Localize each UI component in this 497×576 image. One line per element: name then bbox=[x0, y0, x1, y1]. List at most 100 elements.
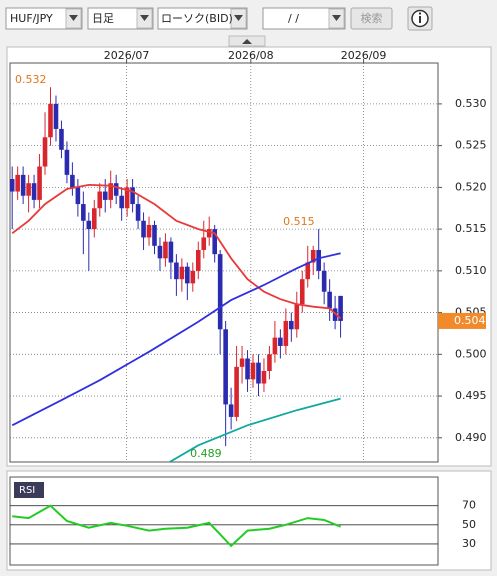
candle-body bbox=[272, 337, 278, 355]
y-tick-label: 50 bbox=[462, 518, 476, 531]
period: 日足 bbox=[92, 12, 114, 25]
candle-body bbox=[108, 183, 114, 200]
candle-body bbox=[81, 204, 86, 221]
candle-body bbox=[299, 279, 305, 305]
moving-average-line bbox=[11, 252, 341, 427]
candle-body bbox=[163, 241, 168, 259]
candle-body bbox=[283, 320, 289, 346]
candle-body bbox=[201, 237, 207, 250]
y-tick-label: 0.500 bbox=[455, 347, 487, 360]
rsi-plot bbox=[9, 476, 439, 566]
main-chart: 0.4900.4950.5000.5050.5100.5150.5200.525… bbox=[10, 49, 487, 462]
candle-body bbox=[26, 183, 31, 196]
candle-body bbox=[174, 262, 179, 280]
candle-body bbox=[102, 191, 108, 200]
symbol-select[interactable]: HUF/JPY bbox=[5, 7, 83, 30]
candle-body bbox=[53, 103, 59, 129]
candle-body bbox=[234, 366, 239, 417]
candle-body bbox=[168, 241, 174, 263]
y-tick-label: 0.525 bbox=[455, 139, 487, 152]
candle-body bbox=[86, 220, 92, 230]
candle-body bbox=[212, 229, 217, 255]
candle-body bbox=[152, 224, 157, 246]
y-tick-label: 70 bbox=[462, 499, 476, 512]
annotation: 0.489 bbox=[190, 447, 222, 460]
x-tick-label: 2026/07 bbox=[104, 49, 150, 62]
candle-body bbox=[289, 320, 294, 330]
candle-body bbox=[338, 295, 343, 321]
date: / / bbox=[288, 12, 299, 25]
y-tick-label: 0.510 bbox=[455, 264, 487, 277]
candle-body bbox=[327, 291, 332, 309]
candle-body bbox=[294, 304, 300, 330]
candle-body bbox=[223, 329, 228, 405]
rsi-chart: 70 50 30 RSI bbox=[10, 482, 476, 550]
candle-body bbox=[185, 266, 190, 284]
candle-body bbox=[97, 191, 103, 209]
candle-body bbox=[42, 137, 48, 167]
y-tick-label: 0.520 bbox=[455, 180, 487, 193]
candle-body bbox=[332, 308, 338, 321]
date-input[interactable]: / / bbox=[262, 7, 346, 30]
symbol: HUF/JPY bbox=[10, 12, 53, 25]
annotation: 0.515 bbox=[283, 215, 315, 228]
period-select[interactable]: 日足 bbox=[87, 7, 154, 30]
y-tick-label: 0.530 bbox=[455, 97, 487, 110]
y-tick-label: 0.495 bbox=[455, 389, 487, 402]
panel-title: RSI bbox=[19, 485, 35, 496]
last-price-label: 0.504 bbox=[454, 314, 486, 327]
candle-body bbox=[256, 362, 261, 384]
candle-body bbox=[228, 404, 234, 417]
search-label: 検索 bbox=[361, 11, 383, 25]
last-price-box bbox=[438, 312, 486, 329]
candle-body bbox=[48, 103, 53, 138]
candle-body bbox=[250, 362, 256, 380]
candle-body bbox=[195, 249, 201, 271]
info-button[interactable] bbox=[407, 6, 433, 31]
candle-body bbox=[124, 187, 130, 209]
collapse-tab[interactable] bbox=[228, 35, 266, 47]
y-tick-label: 0.490 bbox=[455, 431, 487, 444]
x-tick-label: 2026/08 bbox=[228, 49, 274, 62]
y-tick-label: 30 bbox=[462, 537, 476, 550]
candle-body bbox=[113, 183, 119, 196]
candle-body bbox=[146, 224, 152, 238]
candle-body bbox=[157, 245, 163, 259]
candle-body bbox=[190, 270, 196, 284]
annotation: 0.532 bbox=[15, 73, 47, 86]
candle-body bbox=[31, 183, 37, 200]
chart-kind-select[interactable]: ローソク(BID) bbox=[157, 7, 248, 30]
candle-body bbox=[91, 208, 97, 230]
candle-body bbox=[10, 179, 15, 192]
candle-body bbox=[217, 254, 223, 330]
x-tick-label: 2026/09 bbox=[341, 49, 387, 62]
candle-body bbox=[310, 249, 316, 263]
candle-body bbox=[37, 166, 42, 200]
candle-body bbox=[130, 187, 135, 205]
candle-body bbox=[305, 262, 311, 280]
chart-kind: ローソク(BID) bbox=[161, 12, 233, 25]
candle-body bbox=[261, 371, 267, 384]
moving-average-line bbox=[11, 183, 342, 320]
candle-body bbox=[64, 149, 70, 175]
y-tick-label: 0.515 bbox=[455, 222, 487, 235]
candle-body bbox=[75, 187, 81, 205]
candle-body bbox=[135, 204, 141, 221]
candle-body bbox=[239, 358, 245, 367]
candle-body bbox=[321, 270, 327, 292]
plot-area bbox=[10, 87, 343, 462]
candle-body bbox=[278, 337, 283, 346]
candle-body bbox=[206, 229, 212, 238]
search-button[interactable]: 検索 bbox=[350, 7, 393, 30]
candle-body bbox=[316, 249, 321, 271]
moving-average-line bbox=[167, 397, 341, 462]
candle-body bbox=[59, 128, 64, 150]
rsi-line bbox=[12, 504, 341, 548]
candle-body bbox=[245, 358, 250, 380]
candle-body bbox=[179, 266, 185, 280]
title-box bbox=[14, 482, 44, 498]
candle-body bbox=[267, 354, 272, 372]
candle-body bbox=[15, 174, 20, 192]
